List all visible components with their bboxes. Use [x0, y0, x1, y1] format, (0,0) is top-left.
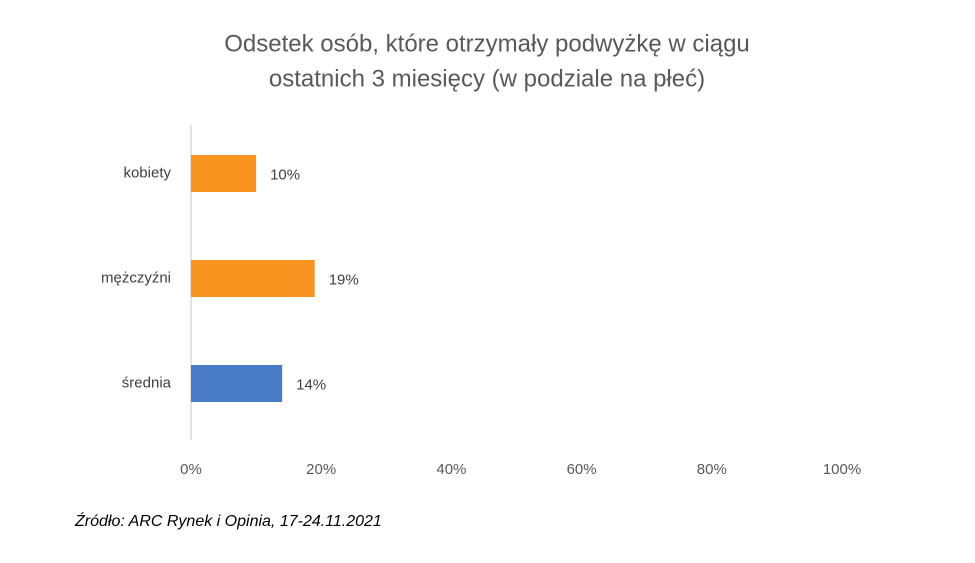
x-tick-label: 80% [697, 461, 727, 478]
data-label: 19% [329, 271, 359, 288]
bar [191, 260, 315, 297]
bar [191, 365, 283, 402]
data-label: 10% [270, 166, 300, 183]
source-note: Źródło: ARC Rynek i Opinia, 17-24.11.202… [74, 511, 382, 530]
x-tick-label: 0% [180, 461, 202, 478]
y-tick-label: mężczyźni [101, 269, 171, 286]
x-tick-label: 20% [306, 461, 336, 478]
bar [191, 155, 257, 192]
chart-title: ostatnich 3 miesięcy (w podziale na płeć… [269, 65, 705, 92]
x-tick-label: 100% [823, 461, 861, 478]
chart-title: Odsetek osób, które otrzymały podwyżkę w… [224, 30, 750, 57]
data-label: 14% [296, 376, 326, 393]
x-tick-label: 60% [567, 461, 597, 478]
y-tick-label: kobiety [123, 164, 171, 181]
x-tick-label: 40% [436, 461, 466, 478]
y-tick-label: średnia [122, 374, 172, 391]
